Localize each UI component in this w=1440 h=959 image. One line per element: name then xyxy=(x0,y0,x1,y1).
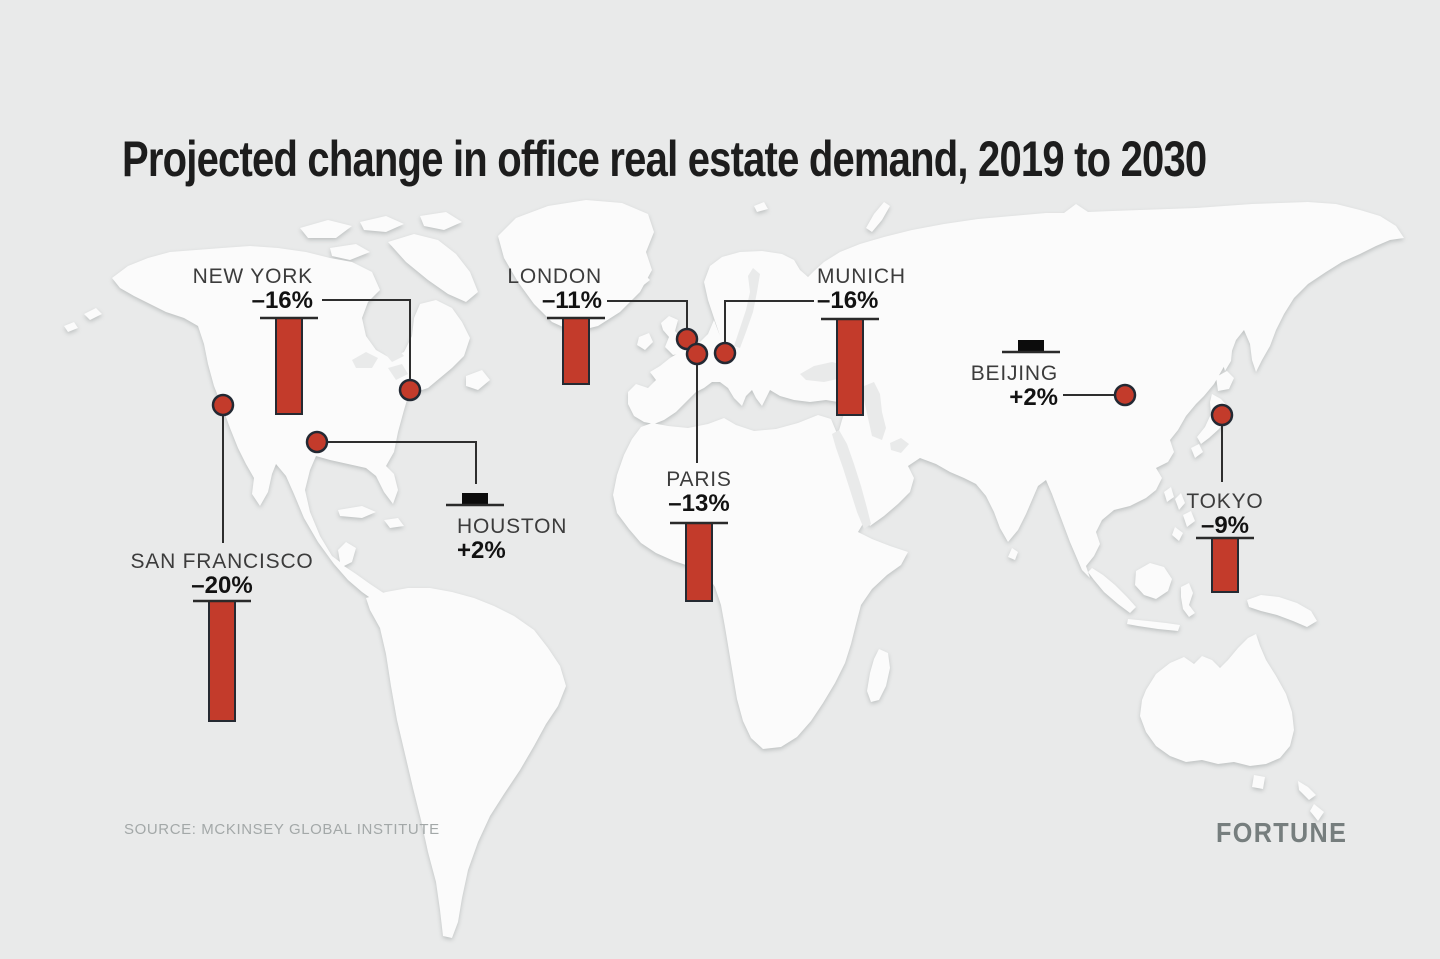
city-label-beijing: BEIJING xyxy=(971,362,1058,385)
city-value-houston: +2% xyxy=(457,537,506,564)
continents xyxy=(64,200,1404,938)
city-label-paris: PARIS xyxy=(666,468,731,491)
landmass-arctic-islands xyxy=(300,212,490,390)
value-bar-munich xyxy=(836,318,864,416)
city-annotation-london: LONDON–11% xyxy=(507,265,699,385)
city-value-san-francisco: –20% xyxy=(191,572,252,599)
landmass-africa xyxy=(613,415,908,749)
landmass-southeast-asia-islands xyxy=(1008,487,1317,631)
city-label-houston: HOUSTON xyxy=(457,515,567,538)
city-annotation-houston: HOUSTON+2% xyxy=(305,430,567,564)
city-annotation-paris: PARIS–13% xyxy=(666,342,731,602)
value-bar-paris xyxy=(685,522,713,602)
city-dot-beijing xyxy=(1113,383,1137,407)
city-value-munich: –16% xyxy=(817,287,878,314)
city-label-san-francisco: SAN FRANCISCO xyxy=(130,550,313,573)
city-dot-san-francisco xyxy=(211,393,235,417)
landmass-british-isles xyxy=(637,316,690,355)
landmass-australia xyxy=(1140,634,1294,789)
city-label-london: LONDON xyxy=(507,265,602,288)
connector-line-london xyxy=(607,300,688,328)
city-value-new-york: –16% xyxy=(252,287,313,314)
city-value-paris: –13% xyxy=(668,490,729,517)
city-dot-tokyo xyxy=(1210,403,1234,427)
value-bar-london xyxy=(562,317,590,385)
fortune-logo: FORTUNE xyxy=(1216,817,1348,848)
value-bar-houston xyxy=(462,493,488,505)
water-baltic-sea xyxy=(734,268,760,348)
city-annotation-san-francisco: SAN FRANCISCO–20% xyxy=(130,393,313,722)
landmass-caribbean xyxy=(338,506,404,528)
landmass-north-america xyxy=(112,246,470,608)
water-red-sea xyxy=(832,430,871,529)
city-value-london: –11% xyxy=(542,287,602,314)
city-label-tokyo: TOKYO xyxy=(1186,490,1263,513)
city-value-tokyo: –9% xyxy=(1201,512,1249,539)
landmass-new-zealand xyxy=(1298,781,1324,821)
city-dot-new-york xyxy=(398,378,422,402)
city-dot-houston xyxy=(305,430,329,454)
source-note: SOURCE: MCKINSEY GLOBAL INSTITUTE xyxy=(124,821,440,838)
value-bar-new-york xyxy=(275,317,303,415)
city-annotation-beijing: BEIJING+2% xyxy=(971,340,1137,411)
city-annotation-munich: MUNICH–16% xyxy=(713,265,906,416)
city-value-beijing: +2% xyxy=(1009,384,1058,411)
landmass-alaska-islands xyxy=(64,308,102,332)
connector-line-houston xyxy=(328,441,477,484)
city-annotation-tokyo: TOKYO–9% xyxy=(1186,403,1263,593)
water-persian-gulf xyxy=(890,438,909,453)
city-annotation-new-york: NEW YORK–16% xyxy=(193,265,422,415)
city-label-new-york: NEW YORK xyxy=(193,265,313,288)
chart-title: Projected change in office real estate d… xyxy=(122,131,1207,187)
landmass-madagascar xyxy=(867,649,890,702)
water-great-lakes xyxy=(352,346,408,380)
city-dot-munich xyxy=(713,341,737,365)
landmass-japan xyxy=(1191,325,1234,458)
landmass-greenland xyxy=(498,200,654,332)
city-label-munich: MUNICH xyxy=(817,265,906,288)
city-dot-paris xyxy=(685,342,709,366)
connector-line-new-york xyxy=(322,299,411,379)
value-bar-tokyo xyxy=(1211,537,1239,593)
value-bar-beijing xyxy=(1018,340,1044,352)
connector-line-munich xyxy=(724,300,814,342)
water-caspian-sea xyxy=(864,382,886,440)
landmass-eurasia xyxy=(628,202,1404,578)
landmass-south-america xyxy=(366,588,566,938)
value-bar-san-francisco xyxy=(208,600,236,722)
